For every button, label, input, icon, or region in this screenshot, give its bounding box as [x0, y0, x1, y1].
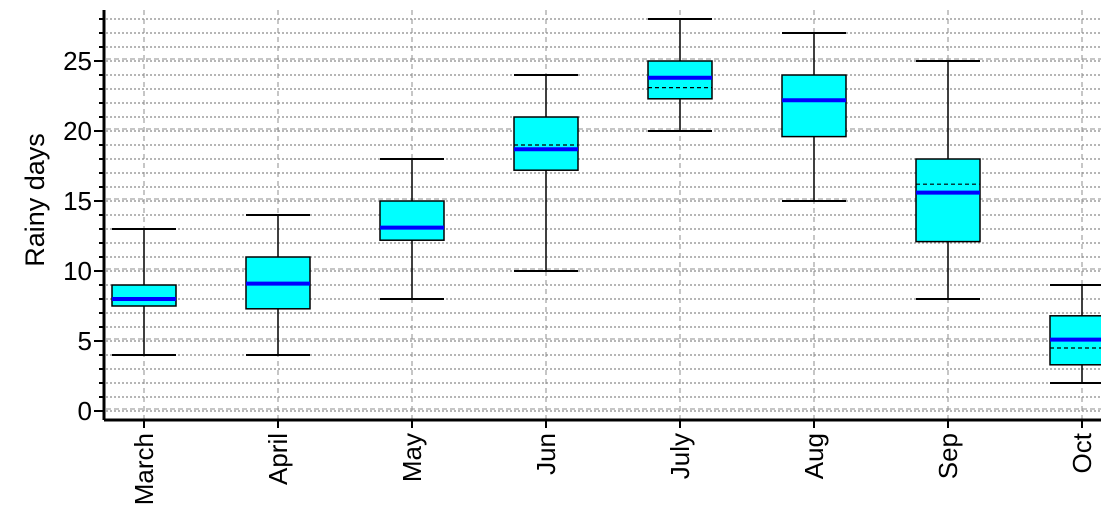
box-sep	[915, 158, 981, 243]
box-jun	[513, 116, 579, 171]
axes	[94, 10, 1101, 428]
y-tick-label: 20	[63, 116, 92, 146]
box-series	[111, 18, 1101, 384]
grid-lines	[106, 10, 1101, 420]
box-aug	[781, 74, 847, 138]
x-tick-label: May	[397, 433, 427, 482]
y-tick-label: 15	[63, 186, 92, 216]
tick-labels: 0 5 10 15 20 25 March April May Jun July Aug Sep Oct	[63, 46, 1097, 505]
y-axis-label: Rainy days	[20, 133, 50, 267]
x-tick-label: Aug	[799, 433, 829, 479]
y-tick-label: 25	[63, 46, 92, 76]
x-tick-label: Oct	[1067, 432, 1097, 473]
x-tick-label: April	[263, 433, 293, 485]
box-may	[379, 200, 445, 241]
box-march	[111, 284, 177, 307]
x-tick-label: Jun	[531, 433, 561, 475]
x-tick-label: July	[665, 433, 695, 479]
y-tick-label: 10	[63, 256, 92, 286]
y-tick-label: 0	[78, 396, 92, 426]
x-tick-label: Sep	[933, 433, 963, 479]
box-july	[647, 60, 713, 100]
y-tick-label: 5	[78, 326, 92, 356]
x-tick-label: March	[129, 433, 159, 505]
